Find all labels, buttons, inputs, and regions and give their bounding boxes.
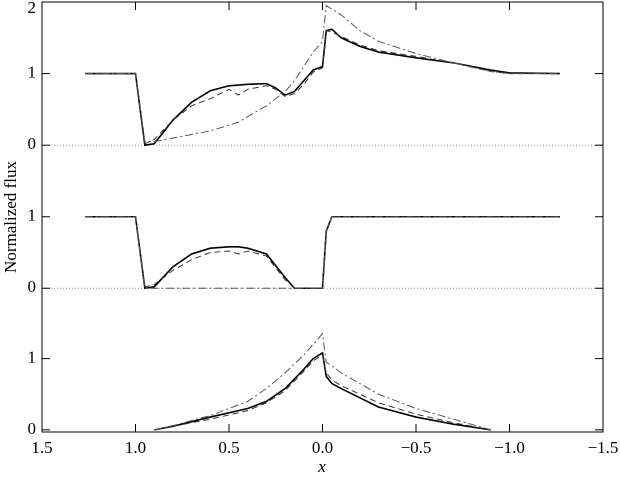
x-tick-label: −0.5 xyxy=(401,438,432,457)
series-line xyxy=(85,30,560,145)
y-axis-label: Normalized flux xyxy=(1,161,20,273)
y-tick-label: 1 xyxy=(28,206,37,225)
x-tick-label: −1.5 xyxy=(588,438,619,457)
x-tick-label: 1.5 xyxy=(31,438,52,457)
x-axis-label: x xyxy=(317,457,326,476)
series-line xyxy=(85,28,561,147)
series-line xyxy=(154,351,491,431)
y-tick-label: 0 xyxy=(28,277,37,296)
x-tick-label: 1.0 xyxy=(125,438,146,457)
series-line xyxy=(85,4,560,143)
y-tick-label: 1 xyxy=(28,63,37,82)
x-tick-label: 0.5 xyxy=(218,438,239,457)
series-line xyxy=(154,354,491,431)
x-tick-label: 0.0 xyxy=(312,438,333,457)
x-tick-label: −1.0 xyxy=(494,438,525,457)
y-tick-label: 0 xyxy=(28,419,37,438)
y-tick-label: 2 xyxy=(28,0,37,17)
series-line xyxy=(85,215,560,290)
series-line xyxy=(154,332,491,431)
y-tick-label: 0 xyxy=(28,134,37,153)
y-tick-label: 1 xyxy=(28,348,37,367)
series-line xyxy=(85,216,560,289)
